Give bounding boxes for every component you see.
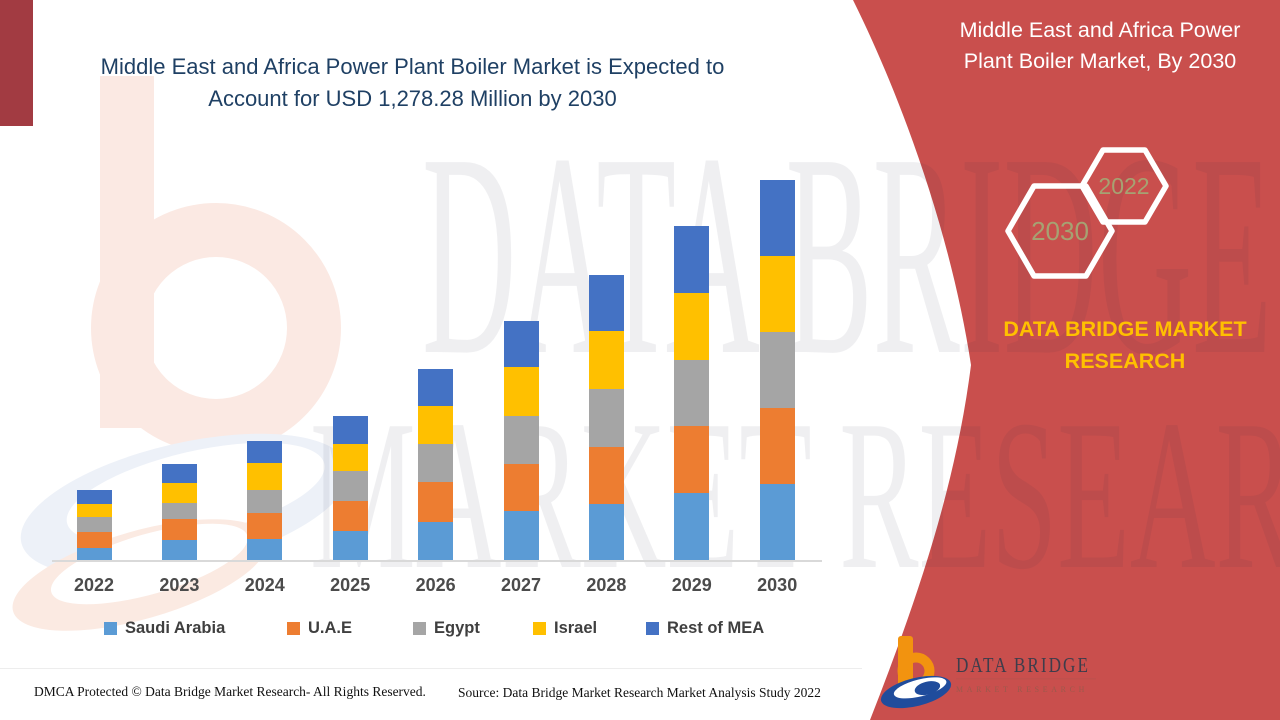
legend-item-u-a-e: U.A.E [287,619,352,638]
legend-item-israel: Israel [533,619,597,638]
x-axis-label-2028: 2028 [586,575,627,595]
footer-source-text: Source: Data Bridge Market Research Mark… [458,685,821,700]
x-axis-label-2025: 2025 [330,575,371,595]
legend-swatch [533,622,546,635]
legend-swatch [287,622,300,635]
x-axis-label-2026: 2026 [415,575,456,595]
footer-divider [0,668,862,669]
x-axis-label-2029: 2029 [671,575,712,595]
brand-name-text: DATA BRIDGE MARKET RESEARCH [1003,317,1247,373]
hexagon-2022-label: 2022 [1098,173,1149,199]
legend-swatch [104,622,117,635]
legend-label: Israel [554,619,598,637]
accent-bar [0,0,33,126]
legend-item-rest-of-mea: Rest of MEA [646,619,764,638]
x-axis-line [52,560,822,562]
x-axis-label-2030: 2030 [757,575,798,595]
legend-swatch [646,622,659,635]
legend-label: U.A.E [308,619,353,637]
logo-underline [956,678,1096,680]
legend-item-saudi-arabia: Saudi Arabia [104,619,225,638]
legend-label: Saudi Arabia [125,619,226,637]
panel-title-line1: Middle East and Africa Power [959,18,1241,42]
x-axis-label-2023: 2023 [159,575,200,595]
hexagon-2030 [1005,183,1115,279]
chart-title-line1: Middle East and Africa Power Plant Boile… [100,54,725,79]
panel-title-line2: Plant Boiler Market, By 2030 [963,49,1237,73]
data-bridge-logo: DATA BRIDGE MARKET RESEARCH [880,636,1096,709]
hexagon-2030-label: 2030 [1031,216,1089,246]
logo-b-icon [880,636,952,709]
x-axis-label-2024: 2024 [244,575,285,595]
logo-subtitle-text: MARKET RESEARCH [956,684,1088,694]
year-hexagons: 2022 2030 [1005,147,1169,279]
legend-swatch [413,622,426,635]
panel-title: Middle East and Africa Power Plant Boile… [928,15,1272,77]
logo-name-text: DATA BRIDGE [956,653,1090,677]
legend-item-egypt: Egypt [413,619,480,638]
red-panel-shape [853,0,1280,720]
legend-label: Egypt [434,619,480,637]
x-axis-label-2022: 2022 [73,575,115,595]
x-axis-label-2027: 2027 [500,575,542,595]
chart-title: Middle East and Africa Power Plant Boile… [55,51,770,114]
hexagon-2022 [1079,147,1169,225]
footer-dmca-text: DMCA Protected © Data Bridge Market Rese… [34,684,426,699]
chart-title-line2: Account for USD 1,278.28 Million by 2030 [208,85,617,111]
watermark-line2: MARKET RESEARCH [310,375,1280,614]
legend-label: Rest of MEA [667,619,765,637]
